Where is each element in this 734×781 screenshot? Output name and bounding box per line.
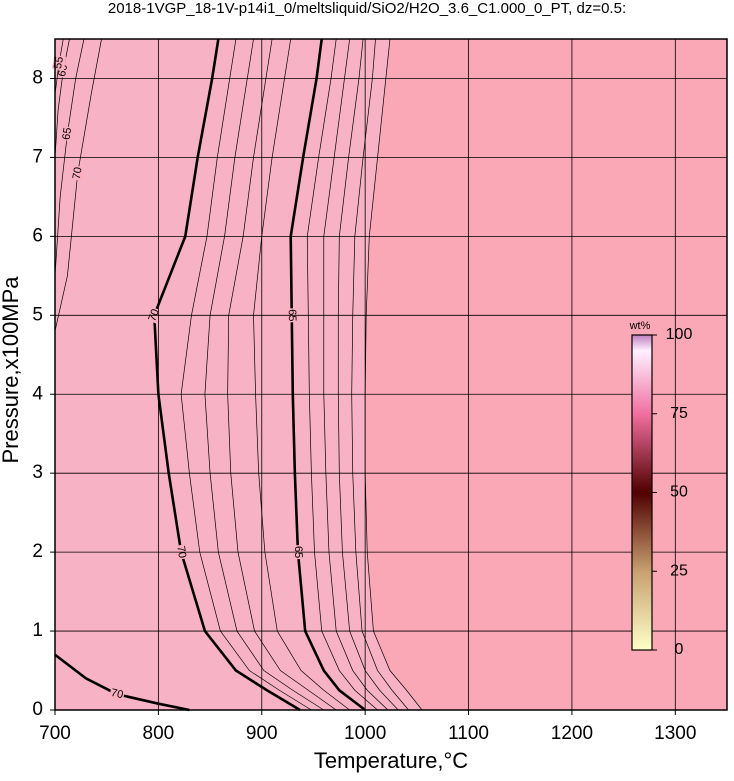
chart-title: 2018-1VGP_18-1V-p14i1_0/meltsliquid/SiO2… (108, 0, 626, 17)
contour-line (323, 38, 389, 711)
melt-region (55, 39, 423, 710)
contour-line (289, 38, 366, 712)
x-tick-label: 1000 (344, 723, 386, 744)
contour-line (227, 38, 337, 711)
x-tick-label: 1200 (551, 723, 593, 744)
contour-line (253, 38, 350, 711)
x-tick-label: 1300 (654, 723, 696, 744)
y-tick-label: 0 (32, 699, 43, 720)
x-tick-label: 700 (39, 723, 71, 744)
contour-line (337, 38, 399, 711)
contour-label-bg (70, 165, 85, 182)
contour-label: 55 (52, 56, 66, 70)
colorbar (631, 334, 653, 651)
colorbar-tick-label: 50 (670, 484, 688, 501)
contour-line (152, 38, 301, 712)
contour-line (180, 38, 312, 711)
y-tick-label: 7 (32, 146, 43, 167)
contour-label-bg (60, 125, 75, 142)
colorbar-tick-label: 0 (675, 641, 684, 658)
x-axis-label: Temperature,°C (314, 748, 468, 773)
y-tick-label: 4 (32, 383, 43, 404)
plot-frame (54, 38, 728, 711)
colorbar-label: wt% (629, 320, 651, 332)
contour-line (306, 38, 378, 711)
x-tick-label: 900 (246, 723, 278, 744)
colorbar-tick-label: 25 (670, 562, 688, 579)
y-tick-label: 3 (32, 462, 43, 483)
contour-label: 70 (110, 687, 125, 701)
x-tick-label: 1100 (448, 723, 489, 744)
colorbar-tick-label: 100 (666, 326, 693, 343)
contour-label: 70 (71, 166, 85, 180)
colorbar-tick-label: 75 (670, 405, 688, 422)
contour-line (351, 38, 409, 711)
x-tick-label: 800 (143, 723, 175, 744)
y-tick-label: 1 (32, 620, 43, 641)
y-tick-label: 6 (32, 225, 43, 246)
contour-line (204, 38, 324, 711)
contour-line (54, 38, 70, 158)
y-tick-label: 8 (32, 67, 43, 88)
y-axis-label: Pressure,x100MPa (0, 276, 23, 464)
y-tick-label: 5 (32, 304, 43, 325)
y-tick-label: 2 (32, 541, 43, 562)
contour-label: 65 (60, 127, 74, 141)
contour-label-bg (108, 686, 126, 702)
